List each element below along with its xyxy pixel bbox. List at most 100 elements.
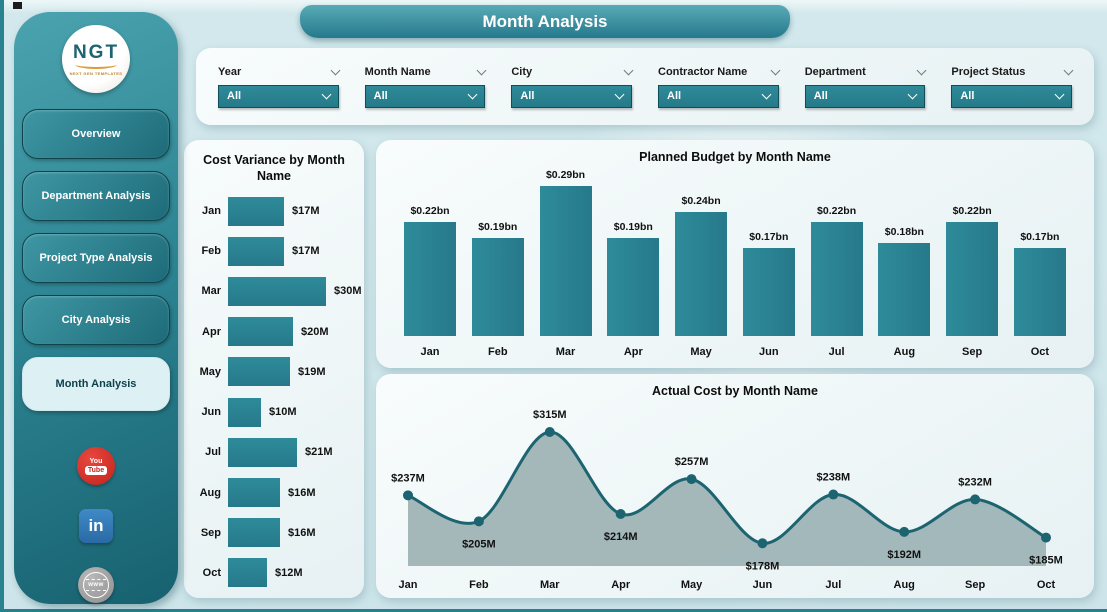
bar-jan[interactable] (228, 196, 284, 226)
chevron-down-icon (1054, 89, 1065, 100)
filter-selected-value: All (227, 90, 242, 102)
y-axis-label: Mar (201, 285, 221, 298)
bar-aug[interactable] (878, 243, 931, 336)
bar-oct[interactable] (1013, 248, 1066, 336)
x-axis-label: Oct (1037, 579, 1056, 591)
filter-label: Project Status (951, 65, 1026, 78)
sidebar-item-project-type-analysis[interactable]: Project Type Analysis (22, 233, 170, 283)
sidebar-item-department-analysis[interactable]: Department Analysis (22, 171, 170, 221)
sidebar-item-city-analysis[interactable]: City Analysis (22, 295, 170, 345)
bar-aug[interactable] (228, 478, 280, 508)
data-label: $315M (533, 409, 567, 421)
chevron-down-icon[interactable] (623, 65, 634, 75)
cost-variance-row: Jul $21M (184, 437, 364, 467)
x-axis-label: May (681, 579, 703, 591)
data-point-jun[interactable] (757, 538, 768, 549)
data-label: $0.22bn (410, 205, 450, 217)
planned-budget-column: $0.19bn (471, 221, 524, 336)
bar-feb[interactable] (471, 238, 524, 336)
filter-selected-value: All (960, 90, 975, 102)
bar-may[interactable] (228, 357, 290, 387)
bar-sep[interactable] (228, 518, 280, 548)
bar-apr[interactable] (228, 317, 293, 347)
bar-may[interactable] (675, 212, 728, 336)
bar-mar[interactable] (228, 276, 326, 306)
x-axis-label: Aug (893, 346, 916, 358)
chevron-down-icon[interactable] (916, 65, 927, 75)
filter-selected-value: All (520, 90, 535, 102)
sidebar-item-month-analysis[interactable]: Month Analysis (22, 357, 170, 411)
filter-header: Contractor Name (658, 65, 781, 78)
planned-budget-columns: $0.22bn $0.19bn $0.29bn $0.19bn $0.24bn $0.17… (404, 169, 1066, 336)
bar-mar[interactable] (539, 186, 592, 336)
data-label: $0.17bn (1020, 231, 1060, 243)
data-label: $192M (887, 549, 921, 561)
window-corner-mark (13, 2, 22, 9)
planned-budget-x-axis: Jan Feb Mar Apr May Jun Jul Aug Sep Oct (404, 346, 1066, 358)
y-axis-label: Jun (201, 406, 221, 419)
planned-budget-column: $0.22bn (404, 205, 456, 336)
bar-oct[interactable] (228, 558, 267, 588)
y-axis-label: May (199, 365, 221, 378)
chevron-down-icon[interactable] (770, 65, 781, 75)
data-label: $257M (675, 456, 709, 468)
cost-variance-row: Sep $16M (184, 518, 364, 548)
bar-feb[interactable] (228, 236, 284, 266)
sidebar: NGT NEXT GEN TEMPLATES Overview Departmen… (14, 12, 178, 604)
x-axis-label: Jun (759, 346, 779, 358)
chevron-down-icon[interactable] (476, 65, 487, 75)
data-point-sep[interactable] (970, 494, 981, 505)
filter-dropdown-city[interactable]: All (511, 84, 633, 108)
filter-month-name: Month Name All (364, 65, 487, 108)
chevron-down-icon (614, 89, 625, 100)
bar-sep[interactable] (946, 222, 999, 336)
data-point-mar[interactable] (544, 427, 555, 437)
chevron-down-icon[interactable] (1063, 65, 1074, 75)
social-links: You Tube in www (14, 447, 178, 603)
filter-bar: Year All Month Name All City All Contractor Na… (196, 48, 1094, 125)
data-point-may[interactable] (686, 474, 697, 485)
youtube-icon-label: You (89, 457, 103, 465)
filter-dropdown-year[interactable]: All (218, 84, 339, 108)
data-label: $10M (269, 406, 297, 419)
bar-jun[interactable] (228, 397, 261, 427)
x-axis-label: Jul (825, 579, 841, 591)
data-point-feb[interactable] (473, 516, 484, 527)
planned-budget-column: $0.17bn (742, 231, 795, 336)
bar-jul[interactable] (810, 222, 863, 336)
logo-text: NGT (72, 41, 120, 63)
website-globe-icon[interactable]: www (78, 567, 114, 603)
linkedin-icon[interactable]: in (79, 509, 113, 543)
filter-dropdown-department[interactable]: All (804, 84, 926, 108)
actual-cost-chart-card: $237M Jan $205M Feb $315M Mar $214M Apr $257M May… (376, 374, 1094, 598)
x-axis-label: Apr (623, 346, 643, 358)
bar-jul[interactable] (228, 437, 297, 467)
x-axis-label: Feb (469, 579, 489, 591)
data-point-oct[interactable] (1041, 532, 1051, 543)
cost-variance-row: Mar $30M (184, 276, 364, 306)
filter-label: Month Name (364, 65, 431, 78)
data-label: $16M (288, 486, 316, 499)
planned-budget-column: $0.22bn (946, 205, 999, 336)
filter-dropdown-month-name[interactable]: All (364, 84, 486, 108)
bar-jan[interactable] (404, 222, 456, 336)
data-point-aug[interactable] (899, 526, 910, 537)
chevron-down-icon[interactable] (330, 65, 341, 75)
filter-dropdown-contractor-name[interactable]: All (658, 84, 779, 108)
filter-department: Department All (804, 65, 927, 108)
filter-dropdown-project-status[interactable]: All (951, 84, 1073, 108)
filter-header: Project Status (951, 65, 1074, 78)
youtube-icon[interactable]: You Tube (77, 447, 115, 485)
data-point-jan[interactable] (403, 490, 413, 501)
sidebar-item-overview[interactable]: Overview (22, 109, 170, 159)
bar-apr[interactable] (607, 238, 660, 336)
cost-variance-row: May $19M (184, 357, 364, 387)
x-axis-label: Mar (555, 346, 576, 358)
planned-budget-chart-card: Planned Budget by Month Name $0.22bn $0.1… (376, 140, 1094, 368)
bar-jun[interactable] (742, 248, 795, 336)
data-point-jul[interactable] (828, 489, 839, 500)
data-point-apr[interactable] (615, 509, 626, 520)
x-axis-label: Sep (962, 346, 983, 358)
filter-header: Year (218, 65, 341, 78)
data-label: $205M (462, 538, 496, 550)
